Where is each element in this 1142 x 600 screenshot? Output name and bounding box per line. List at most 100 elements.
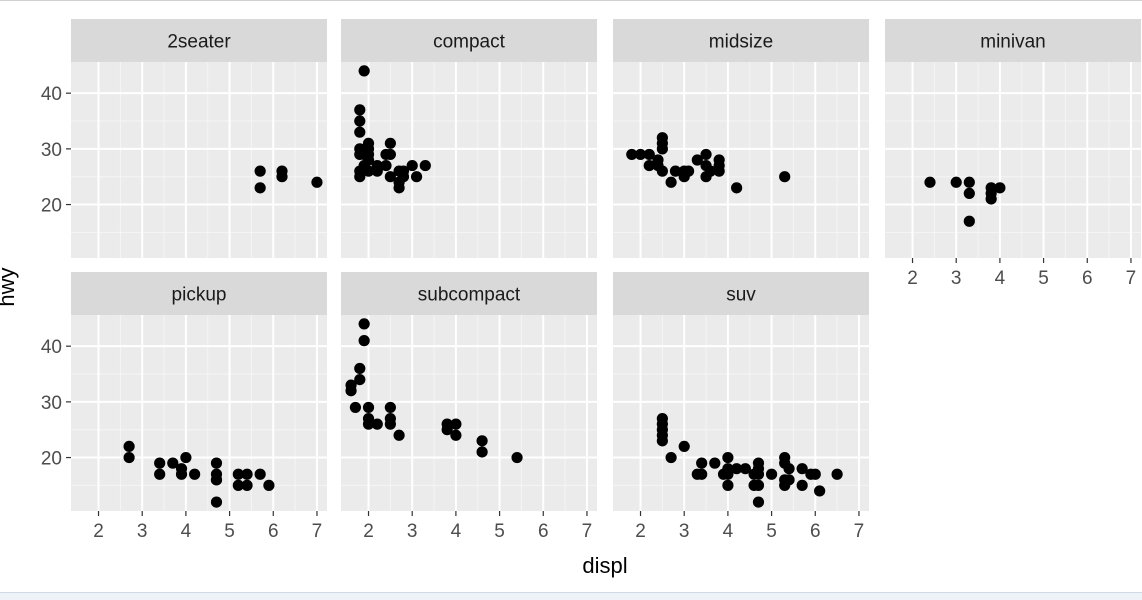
data-point <box>362 143 375 155</box>
y-tick-label: 20 <box>41 449 62 470</box>
data-point <box>354 115 366 127</box>
data-point <box>384 148 396 161</box>
data-point <box>783 474 795 486</box>
data-point <box>354 373 366 386</box>
data-point <box>731 182 743 194</box>
facet-panel-pickup: pickup 20 30 40 2 3 4 5 6 7 <box>41 272 327 542</box>
data-point <box>232 468 244 480</box>
x-tick-label: 3 <box>407 521 418 542</box>
panel-background <box>613 315 869 511</box>
data-point <box>349 401 362 414</box>
data-point <box>765 468 778 480</box>
x-tick-label: 7 <box>312 521 323 542</box>
data-point <box>254 165 266 177</box>
data-point <box>358 318 370 330</box>
x-tick-label: 6 <box>538 521 549 542</box>
y-tick-label: 40 <box>41 84 62 105</box>
data-point <box>410 171 423 183</box>
panel-background <box>71 315 327 511</box>
facet-panel-compact: compact <box>341 19 597 258</box>
data-point <box>254 182 266 194</box>
x-tick-label: 3 <box>137 521 148 542</box>
data-point <box>963 187 975 200</box>
facet-strip-label: compact <box>433 32 506 53</box>
data-point <box>354 104 366 116</box>
facet-strip-label: pickup <box>172 285 227 306</box>
panel-background <box>613 62 869 258</box>
data-point <box>696 468 708 480</box>
data-point <box>450 429 462 441</box>
data-point <box>796 463 808 475</box>
data-point <box>175 468 188 480</box>
facet-panel-suv: suv 2 3 4 5 6 7 <box>613 272 869 542</box>
data-point <box>626 148 638 161</box>
facet-panel-midsize: midsize <box>613 19 869 258</box>
data-point <box>643 148 655 161</box>
facet-strip <box>613 19 869 62</box>
data-point <box>384 418 396 430</box>
x-axis-title: displ <box>582 553 627 578</box>
data-point <box>406 159 418 172</box>
data-point <box>709 457 721 469</box>
data-point <box>700 148 712 161</box>
data-point <box>154 457 166 469</box>
data-point <box>783 463 795 475</box>
data-point <box>779 171 791 183</box>
x-tick-label: 6 <box>810 521 821 542</box>
data-point <box>678 440 690 453</box>
data-point <box>713 154 725 166</box>
data-point <box>354 126 366 138</box>
data-point <box>669 165 682 177</box>
data-point <box>232 479 244 491</box>
data-point <box>210 496 223 508</box>
data-point <box>814 485 826 497</box>
facet-strip <box>885 19 1141 62</box>
data-point <box>241 479 253 491</box>
facet-strip <box>71 19 327 62</box>
panel-background <box>341 315 597 511</box>
data-point <box>189 468 201 480</box>
data-point <box>241 468 253 480</box>
facet-strip-label: 2seater <box>167 32 231 53</box>
x-tick-label: 4 <box>451 521 462 542</box>
data-point <box>210 474 223 486</box>
x-tick-label: 2 <box>363 521 374 542</box>
data-point <box>656 412 668 425</box>
x-tick-label: 6 <box>1082 268 1093 289</box>
x-tick-label: 5 <box>494 521 505 542</box>
facet-panel-subcompact: subcompact 2 3 4 5 6 7 <box>341 272 597 542</box>
data-point <box>393 429 405 441</box>
x-tick-label: 4 <box>723 521 734 542</box>
x-tick-label: 5 <box>1038 268 1049 289</box>
x-tick-label: 5 <box>224 521 235 542</box>
data-point <box>362 165 375 177</box>
facet-strip-label: subcompact <box>418 285 521 306</box>
data-point <box>924 176 936 188</box>
x-tick-label: 7 <box>582 521 593 542</box>
data-point <box>210 457 223 469</box>
y-tick-label: 30 <box>41 140 62 161</box>
x-tick-label: 4 <box>181 521 192 542</box>
data-point <box>994 182 1006 194</box>
x-tick-label: 3 <box>951 268 962 289</box>
facet-strip-label: midsize <box>709 32 773 53</box>
data-point <box>963 176 975 188</box>
facet-strip <box>71 272 327 315</box>
data-point <box>358 335 370 347</box>
data-point <box>682 165 695 177</box>
data-point <box>450 418 462 430</box>
x-tick-label: 5 <box>766 521 777 542</box>
data-point <box>656 165 668 177</box>
data-point <box>371 418 383 430</box>
data-point <box>254 468 266 480</box>
panel-background <box>71 62 327 258</box>
data-point <box>696 457 708 469</box>
data-point <box>362 401 375 414</box>
facet-panel-2seater: 2seater 20 30 40 <box>41 19 327 258</box>
data-point <box>665 176 677 188</box>
data-point <box>354 362 366 375</box>
x-tick-label: 4 <box>995 268 1006 289</box>
data-point <box>263 479 275 491</box>
data-point <box>380 159 392 172</box>
